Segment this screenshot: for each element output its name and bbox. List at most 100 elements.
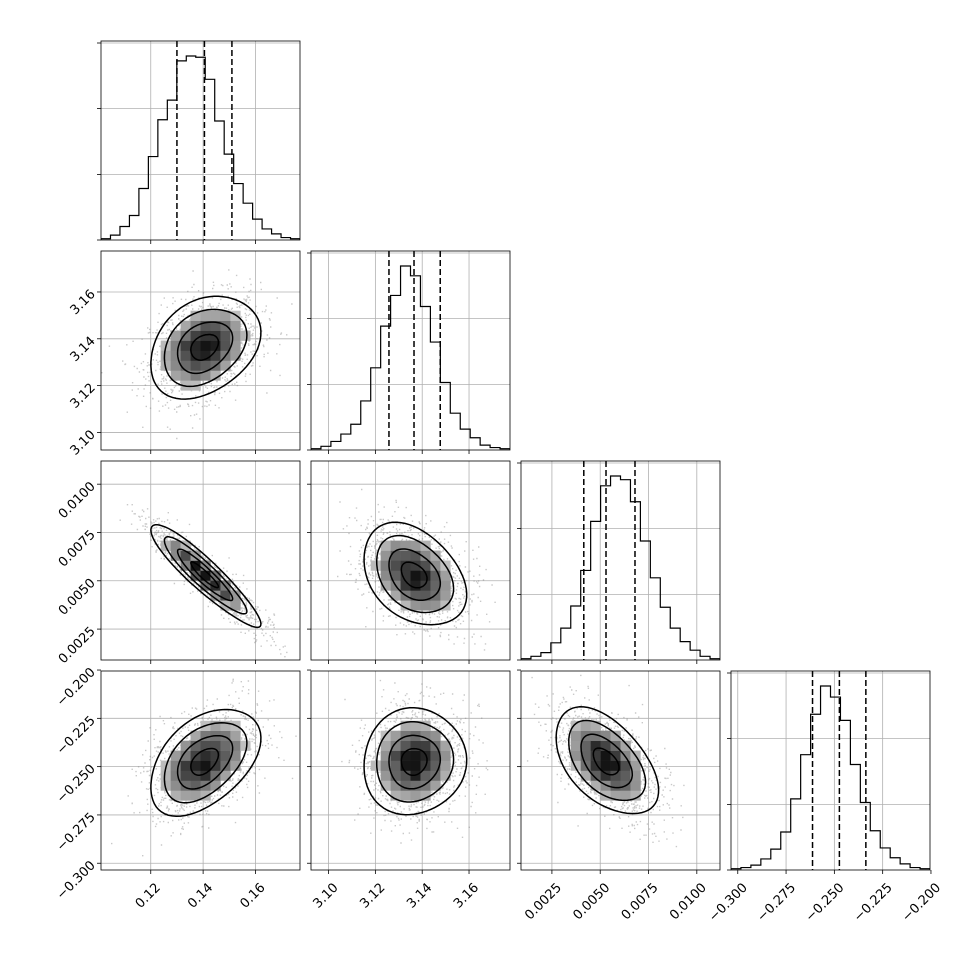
- hist-panel-2: [517, 460, 721, 664]
- y-tick-label: 0.0100: [56, 479, 99, 522]
- density-cell: [390, 560, 401, 571]
- density-cell: [200, 770, 211, 781]
- density-cell: [370, 760, 381, 771]
- density-cell: [410, 600, 421, 611]
- x-tick-label: 0.0075: [619, 880, 662, 923]
- density-cell: [590, 770, 601, 781]
- density-cell: [590, 760, 601, 771]
- density-cell: [600, 770, 611, 781]
- density-cell: [380, 780, 391, 791]
- density-cell: [200, 350, 211, 361]
- density-cell: [420, 560, 431, 571]
- y-tick-label: −0.250: [54, 762, 99, 807]
- density-cell: [210, 780, 221, 791]
- density-cell: [600, 760, 611, 771]
- density-cell: [230, 740, 241, 751]
- density-cell: [180, 320, 191, 331]
- x-tick-label: 3.14: [404, 880, 435, 911]
- density-cell: [210, 770, 221, 781]
- density-cell: [430, 600, 441, 611]
- panel-frame: [730, 670, 931, 871]
- density-cell: [180, 790, 191, 801]
- density-cell: [190, 560, 201, 571]
- contour: [568, 719, 647, 802]
- density-cell: [240, 330, 251, 341]
- density-cell: [400, 790, 411, 801]
- density-cell: [170, 750, 181, 761]
- density-cell: [180, 350, 191, 361]
- density-cell: [220, 770, 231, 781]
- contour: [163, 722, 248, 804]
- density-cell: [610, 790, 621, 801]
- density-cell: [400, 540, 411, 551]
- density-cell: [400, 570, 411, 581]
- density-cell: [400, 740, 411, 751]
- density-cell: [220, 750, 231, 761]
- density-cell: [210, 720, 221, 731]
- x-tick-label: −0.200: [899, 880, 944, 925]
- density-cell: [610, 780, 621, 791]
- contour: [190, 747, 220, 776]
- density-cell: [570, 730, 581, 741]
- density-cell: [190, 570, 201, 581]
- density-cell: [570, 750, 581, 761]
- density-cell: [190, 780, 201, 791]
- density-cell: [630, 760, 641, 771]
- panel-frame: [310, 670, 511, 871]
- density-cell: [370, 560, 381, 571]
- contour: [363, 706, 468, 816]
- density-cell: [600, 730, 611, 741]
- density-cell: [180, 340, 191, 351]
- density-cell: [410, 740, 421, 751]
- y-tick-label: −0.225: [54, 713, 99, 758]
- density-cell: [230, 760, 241, 771]
- density-cell: [570, 740, 581, 751]
- density-cell: [160, 350, 171, 361]
- density-cell: [190, 740, 201, 751]
- hist-panel-0: [97, 40, 301, 244]
- contour: [400, 561, 428, 589]
- contour: [375, 534, 455, 614]
- density-cell: [380, 760, 391, 771]
- density-cell: [430, 580, 441, 591]
- density-cell: [190, 790, 201, 801]
- density-cell: [170, 340, 181, 351]
- x-tick-label: 0.14: [185, 880, 216, 911]
- density-cell: [180, 760, 191, 771]
- density-cell: [440, 570, 451, 581]
- density-cell: [220, 340, 231, 351]
- panel-frame: [100, 460, 301, 661]
- density-cell: [400, 580, 411, 591]
- density-cell: [400, 720, 411, 731]
- density-cell: [420, 600, 431, 611]
- density-cell: [180, 370, 191, 381]
- density-cell: [430, 550, 441, 561]
- contour: [176, 321, 234, 375]
- scatter-panel-1-0: 3.10 3.12 3.14 3.16: [68, 250, 301, 459]
- density-cell: [190, 340, 201, 351]
- density-cell: [430, 760, 441, 771]
- density-cell: [380, 770, 391, 781]
- density-cell: [190, 350, 201, 361]
- density-cell: [170, 770, 181, 781]
- density-cell: [420, 730, 431, 741]
- density-cell: [170, 360, 181, 371]
- density-cell: [420, 740, 431, 751]
- y-tick-label: 3.12: [68, 381, 99, 412]
- contour: [176, 548, 234, 602]
- density-cell: [190, 730, 201, 741]
- sample-points: [526, 674, 685, 848]
- density-cell: [380, 540, 391, 551]
- panel-frame: [100, 250, 301, 451]
- density-cell: [230, 730, 241, 741]
- density-cell: [380, 570, 391, 581]
- contour: [400, 747, 428, 777]
- density-cell: [430, 770, 441, 781]
- density-cell: [380, 580, 391, 591]
- density-cell: [230, 320, 241, 331]
- y-tick-label: 0.0025: [56, 624, 99, 667]
- density-cell: [590, 730, 601, 741]
- density-cell: [620, 750, 631, 761]
- density-cell: [230, 340, 241, 351]
- density-cell: [630, 770, 641, 781]
